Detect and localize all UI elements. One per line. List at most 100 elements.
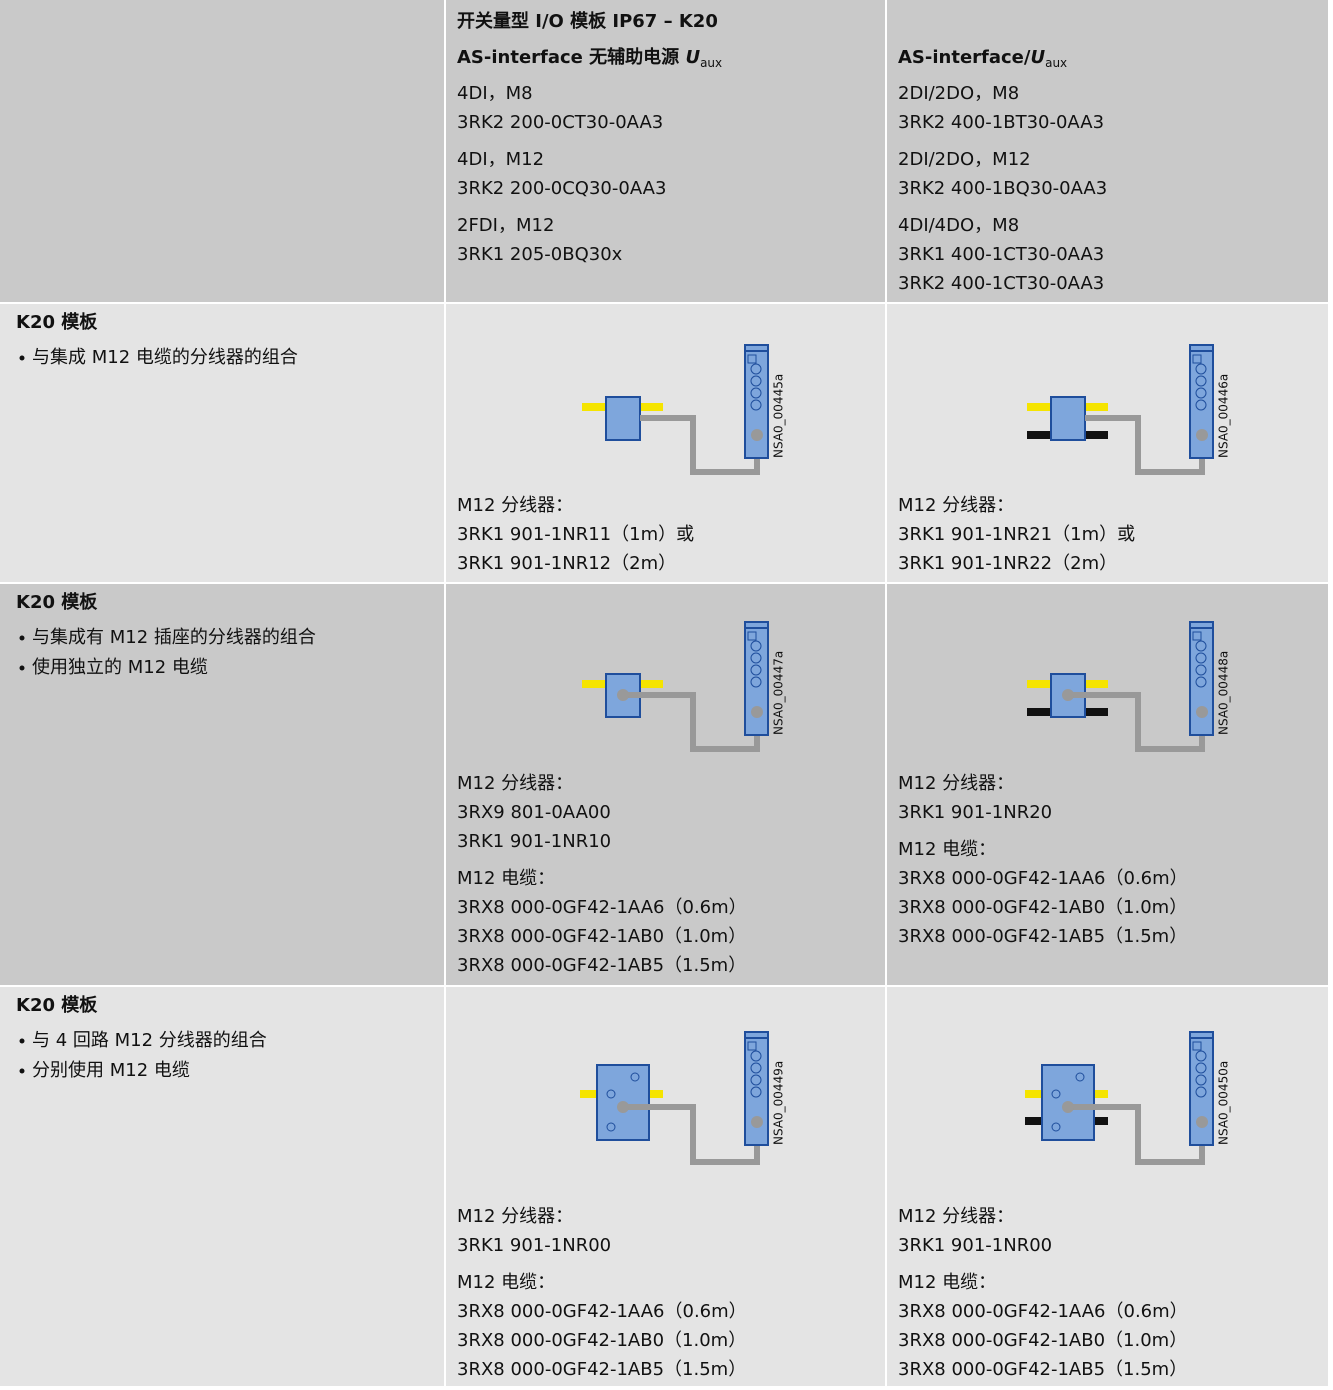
socket [750, 387, 762, 399]
socket [1195, 363, 1207, 375]
cell-text: 3RX8 000-0GF42-1AB0（1.0m） [898, 1330, 1187, 1351]
socket [750, 375, 762, 387]
bullet [19, 635, 25, 641]
cable [623, 1104, 760, 1165]
cell-text: 3RX8 000-0GF42-1AB5（1.5m） [898, 1359, 1187, 1380]
row-bullet: 与集成 M12 电缆的分线器的组合 [32, 347, 298, 368]
cell-text: M12 分线器： [457, 773, 573, 794]
module [744, 1031, 769, 1146]
plug [1196, 706, 1208, 718]
socket [1195, 1074, 1207, 1086]
cable [623, 692, 760, 752]
socket [750, 1062, 762, 1074]
plug [751, 429, 763, 441]
row-bullet: 使用独立的 M12 电缆 [32, 657, 208, 678]
cell-text: M12 电缆： [457, 868, 555, 889]
header-item: 2FDI，M12 [457, 215, 554, 236]
cell-text: 3RX8 000-0GF42-1AB5（1.5m） [457, 1359, 746, 1380]
diagram-id: NSA0_00448a [1217, 651, 1231, 735]
socket [1075, 1072, 1085, 1082]
row-bullet: 与 4 回路 M12 分线器的组合 [32, 1030, 267, 1051]
diagram-id: NSA0_00450a [1217, 1061, 1231, 1145]
cell-text: 3RX8 000-0GF42-1AB0（1.0m） [898, 897, 1187, 918]
cell-text: M12 分线器： [457, 1206, 573, 1227]
socket [750, 1050, 762, 1062]
plug [1196, 1116, 1208, 1128]
subtitle-part: aux [1045, 56, 1067, 70]
diagram: NSA0_00450a [1025, 1031, 1231, 1165]
socket [1195, 676, 1207, 688]
cell-text: 3RK1 901-1NR20 [898, 802, 1052, 823]
led [1192, 354, 1202, 364]
cell-text: M12 分线器： [457, 495, 573, 516]
led [747, 631, 757, 641]
socket [1051, 1089, 1061, 1099]
plug [1062, 689, 1074, 701]
splitter [605, 396, 641, 441]
bullet [19, 355, 25, 361]
bullet [19, 1038, 25, 1044]
socket [1051, 1122, 1061, 1132]
cell-text: 3RX8 000-0GF42-1AB5（1.5m） [898, 926, 1187, 947]
cell-text: 3RK1 901-1NR00 [457, 1235, 611, 1256]
diagram: NSA0_00449a [580, 1031, 786, 1165]
subtitle: AS-interface 无辅助电源 Uaux [457, 46, 722, 70]
socket [1195, 664, 1207, 676]
cell-text: 3RK1 901-1NR00 [898, 1235, 1052, 1256]
cell-text: 3RX8 000-0GF42-1AB5（1.5m） [457, 955, 746, 976]
diagram: NSA0_00445a [582, 344, 786, 475]
header-item: 4DI，M8 [457, 83, 533, 104]
module [744, 621, 769, 736]
header-item: 3RK2 400-1BT30-0AA3 [898, 112, 1104, 133]
row-bullet: 分别使用 M12 电缆 [32, 1060, 190, 1081]
plug [751, 1116, 763, 1128]
row-title: K20 模板 [16, 311, 98, 333]
cell-text: 3RX8 000-0GF42-1AB0（1.0m） [457, 1330, 746, 1351]
socket [1195, 1086, 1207, 1098]
socket [750, 676, 762, 688]
socket [1195, 652, 1207, 664]
row-title: K20 模板 [16, 994, 98, 1016]
subtitle-part: U [685, 47, 700, 68]
bullet [19, 1068, 25, 1074]
socket [750, 1086, 762, 1098]
plug [617, 1101, 629, 1113]
cell-text: 3RX9 801-0AA00 [457, 802, 611, 823]
header-item: 4DI/4DO，M8 [898, 215, 1019, 236]
socket [750, 1074, 762, 1086]
module [1189, 344, 1214, 459]
led [747, 1041, 757, 1051]
socket [750, 664, 762, 676]
header-item: 3RK1 400-1CT30-0AA3 [898, 244, 1104, 265]
socket [630, 1072, 640, 1082]
cable [1068, 1104, 1205, 1165]
socket [606, 1089, 616, 1099]
row-title: K20 模板 [16, 591, 98, 613]
subtitle-part: U [1030, 47, 1045, 68]
subtitle: AS-interface/Uaux [898, 47, 1067, 70]
cell-text: 3RK1 901-1NR12（2m） [457, 553, 676, 574]
diagram-id: NSA0_00445a [772, 374, 786, 458]
header-item: 3RK1 205-0BQ30x [457, 244, 623, 265]
splitter [596, 1064, 650, 1141]
socket [750, 399, 762, 411]
diagram: NSA0_00447a [582, 621, 786, 752]
plug [617, 689, 629, 701]
header-item: 2DI/2DO，M12 [898, 149, 1031, 170]
subtitle-part: aux [700, 56, 722, 70]
cell-text: 3RX8 000-0GF42-1AA6（0.6m） [898, 868, 1188, 889]
cell-text: 3RX8 000-0GF42-1AA6（0.6m） [898, 1301, 1188, 1322]
plug [1062, 1101, 1074, 1113]
cell-text: M12 电缆： [898, 1272, 996, 1293]
diagram: NSA0_00446a [1027, 344, 1231, 475]
socket [1195, 399, 1207, 411]
cell-text: 3RK1 901-1NR21（1m）或 [898, 524, 1135, 545]
plug [751, 706, 763, 718]
header-item: 4DI，M12 [457, 149, 544, 170]
cell-text: 3RX8 000-0GF42-1AA6（0.6m） [457, 1301, 747, 1322]
splitter [1050, 396, 1086, 441]
header-item: 2DI/2DO，M8 [898, 83, 1019, 104]
subtitle-part: AS-interface 无辅助电源 [457, 46, 685, 68]
